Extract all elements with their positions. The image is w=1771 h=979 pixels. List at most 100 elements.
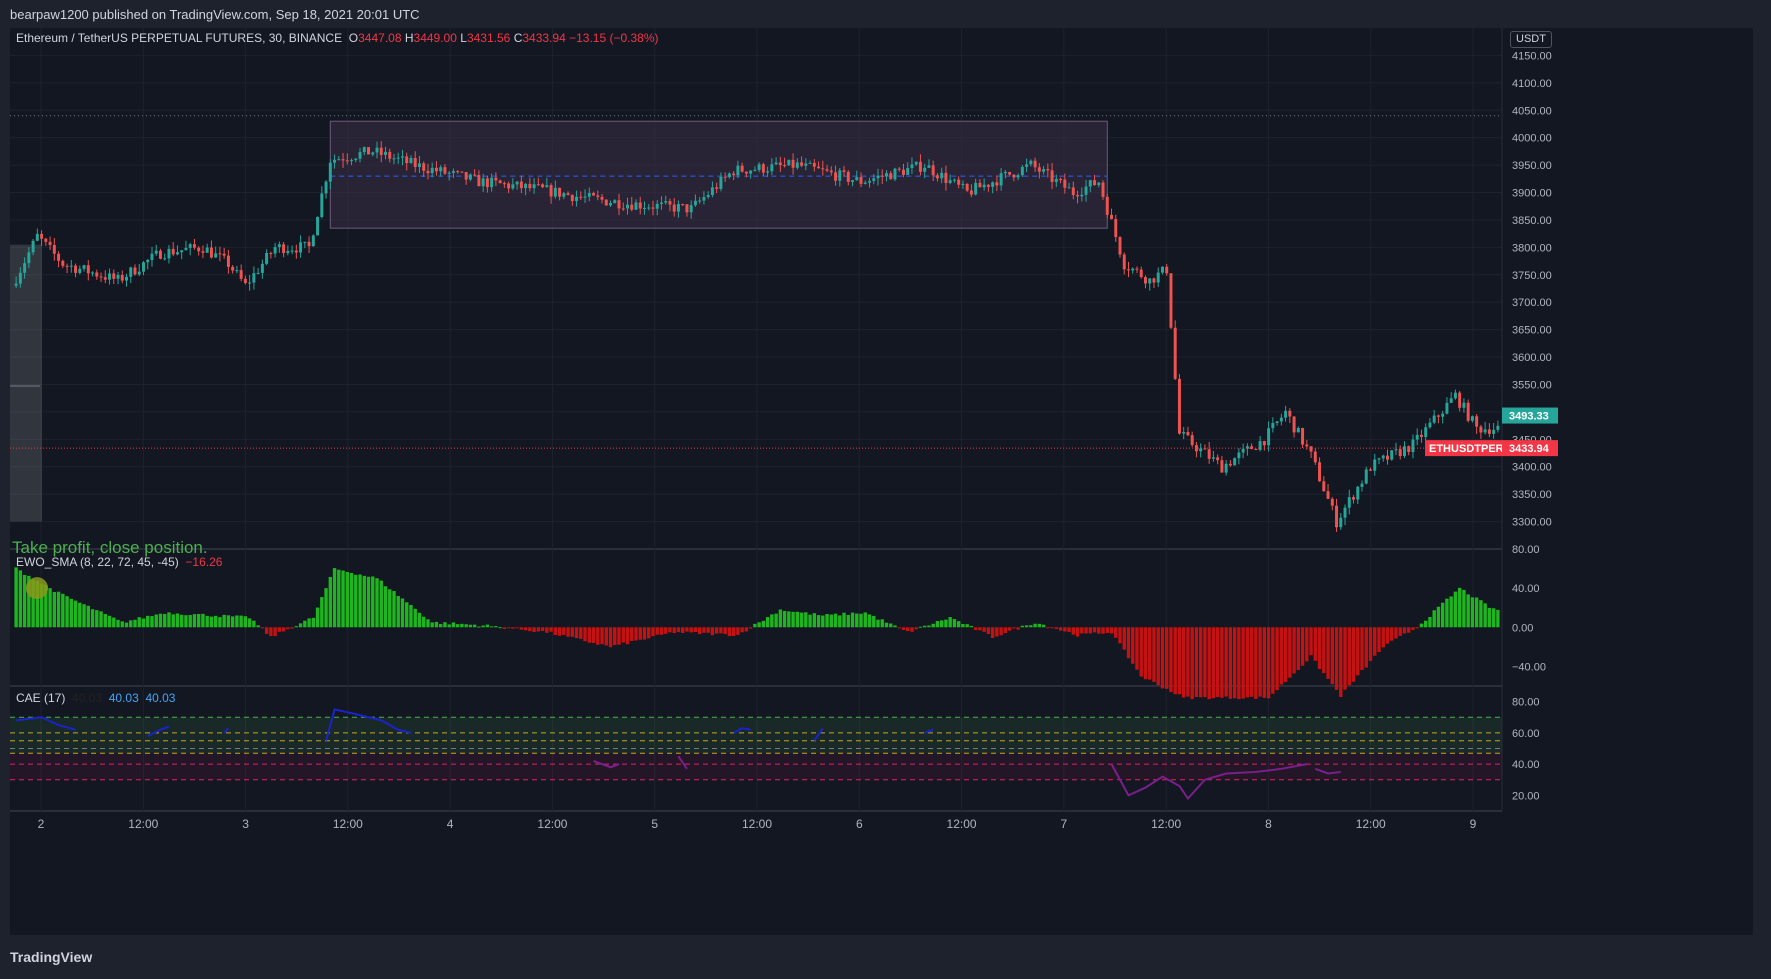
ewo-bar (383, 586, 388, 628)
candle-body (1360, 483, 1364, 487)
candle-body (1237, 452, 1241, 459)
ewo-bar (120, 621, 124, 628)
candle-body (621, 208, 625, 210)
ewo-bar (697, 627, 702, 635)
ewo-tick-1: 40.00 (1512, 583, 1540, 595)
candle-body (277, 244, 281, 248)
ewo-bar (1007, 627, 1012, 631)
candle-body (800, 162, 804, 166)
time-label-2: 3 (242, 817, 249, 831)
ewo-bar (1275, 627, 1279, 691)
candle-body (409, 158, 413, 164)
ewo-bar (1215, 627, 1220, 698)
candle-body (664, 201, 668, 203)
cae-pane[interactable] (10, 708, 1502, 801)
ewo-bar (422, 616, 426, 628)
ewo-bar (600, 627, 604, 645)
candle-body (1326, 491, 1330, 499)
candle-body (532, 184, 536, 189)
ewo-bar (910, 627, 914, 632)
candle-body (1250, 446, 1254, 450)
ewo-bar (95, 610, 99, 628)
ewo-bar (1241, 627, 1245, 699)
candle-body (502, 183, 506, 185)
candle-body (566, 193, 570, 195)
candle-body (311, 235, 315, 247)
ewo-tick-2: 0.00 (1512, 622, 1533, 634)
time-label-1: 12:00 (128, 817, 158, 831)
ewo-bar (757, 622, 761, 628)
price-pane[interactable] (10, 115, 1502, 532)
candle-body (940, 172, 944, 179)
candle-body (1284, 410, 1288, 418)
ewo-bar (1092, 627, 1097, 633)
range-box (329, 120, 1108, 229)
candle-body (1033, 160, 1037, 168)
candle-body (226, 255, 230, 267)
ewo-legend[interactable]: EWO_SMA (8, 22, 72, 45, -45) −16.26 (16, 555, 222, 569)
price-tick-12: 3550.00 (1512, 379, 1552, 391)
candle-body (842, 170, 846, 172)
ewo-bar (78, 602, 82, 628)
ewo-bar (676, 627, 681, 633)
candle-body (252, 273, 256, 283)
ewo-bar (349, 573, 354, 628)
candle-body (116, 274, 120, 279)
candle-body (910, 164, 914, 168)
ewo-bar (1126, 627, 1131, 659)
candle-body (61, 260, 65, 266)
ewo-bar (477, 626, 481, 628)
ewo-bar (1390, 627, 1394, 641)
ewo-bar (260, 627, 265, 629)
ewo-bar (1029, 625, 1033, 628)
ewo-bar (430, 622, 434, 628)
ewo-bar (371, 576, 375, 628)
ewo-bar (1105, 627, 1109, 633)
candle-body (256, 272, 260, 274)
ewo-bar (485, 624, 490, 628)
candle-body (1173, 327, 1177, 379)
candle-body (893, 168, 897, 180)
candle-body (1364, 469, 1368, 484)
candle-body (337, 159, 341, 161)
ewo-bar (205, 615, 209, 628)
ewo-bar (175, 613, 180, 628)
currency-badge[interactable]: USDT (1510, 31, 1552, 48)
candle-body (961, 183, 965, 185)
ewo-bar (850, 612, 855, 628)
candle-body (1258, 441, 1262, 450)
ewo-bar (965, 624, 969, 628)
ewo-bar (778, 609, 783, 628)
candle-body (804, 163, 808, 166)
candle-body (1262, 441, 1266, 446)
time-axis[interactable]: 2 12:00 3 12:00 4 12:00 5 12:00 6 12:00 7 12:00 8 12:… (38, 817, 1477, 831)
ewo-bar (1415, 627, 1419, 629)
ewo-bar (31, 579, 35, 628)
candle-body (405, 156, 409, 164)
ewo-bar (799, 612, 804, 628)
chart-area[interactable]: 4150.00 4100.00 4050.00 4000.00 3950.00 3900.… (10, 28, 1753, 935)
ewo-bar (553, 627, 558, 636)
ewo-bar (621, 627, 625, 643)
candle-body (103, 277, 107, 280)
cae-legend[interactable]: CAE (17) 40.03 40.03 40.03 (16, 691, 175, 705)
ewo-bar (1207, 627, 1211, 700)
candle-body (125, 276, 128, 281)
candle-body (1390, 450, 1394, 460)
candle-body (1313, 451, 1317, 463)
ewo-bar (642, 627, 647, 640)
ewo-bar (69, 598, 74, 628)
ewo-pane[interactable] (14, 567, 1500, 700)
candle-body (235, 270, 239, 272)
ewo-bar (196, 613, 201, 628)
candle-body (655, 203, 659, 209)
candle-body (239, 270, 243, 279)
chart-canvas[interactable]: 4150.004100.004050.004000.003950.003900.… (10, 28, 1753, 935)
price-axis[interactable]: 4150.00 4100.00 4050.00 4000.00 3950.00 3900.… (1425, 28, 1753, 935)
symbol-legend[interactable]: Ethereum / TetherUS PERPETUAL FUTURES, 3… (16, 31, 659, 45)
ewo-bar (1211, 627, 1216, 699)
ewo-bar (1224, 627, 1228, 697)
ewo-bar (328, 576, 333, 628)
tradingview-logo[interactable]: TradingView (10, 949, 93, 965)
ewo-bar (1131, 627, 1135, 664)
